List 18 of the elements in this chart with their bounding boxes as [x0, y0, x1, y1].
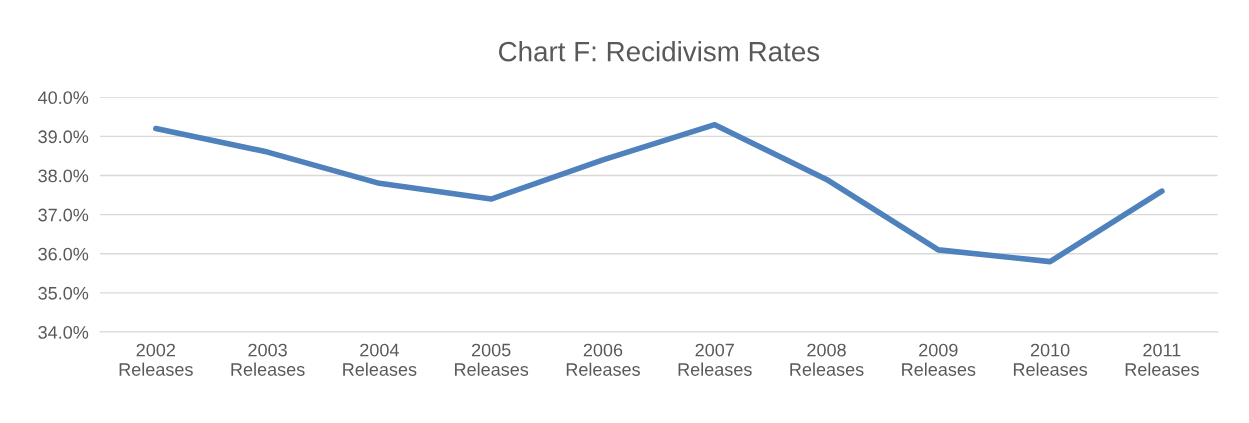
- x-tick-label: 2002 Releases: [119, 343, 193, 376]
- y-tick-label: 37.0%: [38, 208, 89, 222]
- x-tick-label: 2003 Releases: [231, 343, 305, 376]
- y-tick-label: 34.0%: [38, 325, 89, 339]
- x-tick-label: 2007 Releases: [678, 343, 752, 376]
- x-tick-label: 2009 Releases: [902, 343, 976, 376]
- x-tick-label: 2010 Releases: [1013, 343, 1088, 376]
- y-tick-label: 35.0%: [38, 286, 89, 300]
- y-tick-label: 40.0%: [38, 91, 89, 105]
- x-tick-label: 2004 Releases: [343, 343, 417, 376]
- x-tick-label: 2006 Releases: [566, 343, 640, 376]
- y-tick-label: 39.0%: [38, 130, 89, 144]
- x-tick-label: 2008 Releases: [790, 343, 864, 376]
- y-tick-label: 38.0%: [38, 169, 89, 183]
- y-tick-label: 36.0%: [38, 247, 89, 261]
- x-tick-label: 2011 Releases: [1125, 343, 1199, 376]
- x-tick-label: 2005 Releases: [455, 343, 529, 376]
- chart-title: Chart F: Recidivism Rates: [498, 41, 820, 62]
